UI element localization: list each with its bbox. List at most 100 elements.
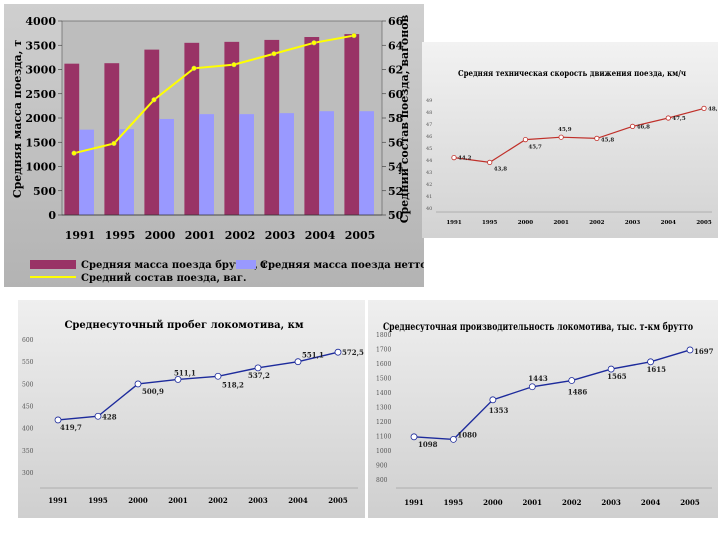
y2-tick-label: 58 bbox=[388, 112, 404, 125]
data-point bbox=[450, 435, 457, 443]
y-tick-label: 1500 bbox=[25, 136, 56, 149]
y2-tick-label: 66 bbox=[388, 15, 404, 28]
y-tick-label: 3000 bbox=[25, 64, 56, 77]
series-line bbox=[57, 351, 339, 421]
y-tick-label: 400 bbox=[22, 426, 34, 433]
y-tick-label: 1600 bbox=[376, 361, 391, 368]
x-tick-label: 2004 bbox=[288, 496, 308, 505]
x-tick-label: 2005 bbox=[345, 229, 376, 242]
data-label: 1098 bbox=[418, 440, 438, 449]
locomotive-productivity-svg: Среднесуточная производительность локомо… bbox=[368, 300, 718, 518]
y-tick-label: 600 bbox=[22, 337, 34, 344]
data-label: 48,3 bbox=[708, 106, 718, 112]
data-label: 44,2 bbox=[458, 156, 472, 162]
x-tick-label: 2001 bbox=[523, 498, 543, 507]
y-tick-label: 44 bbox=[426, 158, 432, 164]
y2-tick-label: 62 bbox=[388, 64, 403, 77]
y-tick-label: 1100 bbox=[376, 434, 391, 441]
x-tick-label: 2002 bbox=[589, 220, 604, 226]
data-label: 1080 bbox=[457, 430, 477, 439]
y-tick-label: 41 bbox=[426, 194, 432, 200]
y-tick-label: 1000 bbox=[376, 448, 391, 455]
x-tick-label: 2001 bbox=[553, 220, 568, 226]
x-tick-label: 1995 bbox=[482, 220, 497, 226]
y2-tick-label: 52 bbox=[388, 185, 403, 198]
y-tick-label: 900 bbox=[376, 463, 388, 470]
x-tick-label: 2000 bbox=[518, 220, 533, 226]
locomotive-mileage-svg: Среднесуточный пробег локомотива, км 300… bbox=[18, 300, 365, 518]
legend-netto-label: Средняя масса поезда нетто, т bbox=[260, 260, 424, 271]
y-tick-label: 500 bbox=[33, 185, 56, 198]
y-tick-label: 1500 bbox=[376, 376, 391, 383]
x-tick-label: 2003 bbox=[601, 498, 621, 507]
data-point bbox=[528, 383, 536, 391]
data-label: 45,8 bbox=[601, 137, 615, 143]
chart-background bbox=[422, 42, 718, 238]
y-tick-label: 450 bbox=[22, 404, 34, 411]
y-tick-label: 800 bbox=[376, 477, 388, 484]
data-point bbox=[647, 358, 654, 366]
data-point bbox=[487, 159, 493, 166]
bar-brutto bbox=[344, 34, 360, 215]
series-line bbox=[413, 349, 691, 441]
data-point bbox=[54, 416, 62, 424]
data-label: 518,2 bbox=[222, 380, 244, 389]
x-tick-label: 2001 bbox=[168, 496, 188, 505]
legend-swatch-netto bbox=[236, 260, 256, 269]
x-tick-label: 1991 bbox=[65, 229, 96, 242]
x-tick-label: 2004 bbox=[305, 229, 336, 242]
technical-speed-chart: Средняя техническая скорость движения по… bbox=[422, 42, 718, 238]
y2-tick-label: 50 bbox=[388, 209, 404, 222]
data-point bbox=[410, 433, 418, 441]
x-tick-label: 2001 bbox=[185, 229, 216, 242]
data-point bbox=[254, 364, 262, 372]
legend: Средняя масса поезда брутто, т Средняя м… bbox=[30, 260, 424, 284]
x-tick-label: 2003 bbox=[265, 229, 296, 242]
data-point bbox=[134, 380, 142, 388]
data-point bbox=[665, 115, 671, 121]
y-tick-label: 300 bbox=[22, 470, 34, 477]
x-tick-label: 1991 bbox=[48, 496, 68, 505]
x-tick-label: 2000 bbox=[145, 229, 176, 242]
data-label: 1615 bbox=[647, 365, 667, 374]
x-tick-label: 1991 bbox=[404, 498, 424, 507]
composition-point bbox=[351, 32, 357, 39]
chart-title: Среднесуточный пробег локомотива, км bbox=[64, 320, 303, 331]
x-tick-label: 2004 bbox=[641, 498, 661, 507]
data-label: 45,7 bbox=[528, 145, 542, 151]
bar-brutto bbox=[64, 63, 80, 216]
data-label: 47,5 bbox=[672, 116, 686, 122]
y-tick-label: 1200 bbox=[376, 419, 391, 426]
locomotive-productivity-chart: Среднесуточная производительность локомо… bbox=[368, 300, 718, 518]
data-point bbox=[334, 348, 342, 356]
y-tick-label: 45 bbox=[426, 146, 432, 152]
y-tick-label: 0 bbox=[48, 209, 56, 222]
data-point bbox=[568, 377, 576, 384]
y-tick-label: 1000 bbox=[25, 161, 56, 174]
y-tick-label: 42 bbox=[426, 182, 432, 188]
technical-speed-svg: Средняя техническая скорость движения по… bbox=[422, 42, 718, 238]
x-tick-label: 2000 bbox=[483, 498, 503, 507]
bar-brutto bbox=[104, 63, 120, 215]
data-label: 537,2 bbox=[248, 371, 270, 380]
bar-brutto bbox=[184, 42, 200, 216]
bar-netto bbox=[359, 111, 374, 215]
data-label: 500,9 bbox=[142, 387, 164, 396]
y2-tick-label: 56 bbox=[388, 136, 404, 149]
data-label: 1697 bbox=[694, 347, 714, 356]
data-label: 46,8 bbox=[637, 124, 651, 130]
data-label: 428 bbox=[102, 412, 117, 421]
y-tick-label: 500 bbox=[22, 381, 34, 388]
data-label: 1565 bbox=[607, 372, 627, 381]
chart-title: Средняя техническая скорость движения по… bbox=[458, 68, 686, 78]
composition-point bbox=[191, 65, 197, 71]
data-label: 43,8 bbox=[494, 166, 508, 172]
y-tick-label: 47 bbox=[426, 122, 432, 128]
y-tick-label: 1800 bbox=[376, 332, 391, 339]
y-axis-2-label: Средний состав поезда, вагонов bbox=[398, 14, 411, 223]
composition-point bbox=[271, 51, 277, 57]
data-point bbox=[214, 372, 222, 380]
y2-tick-label: 54 bbox=[388, 161, 404, 174]
x-tick-label: 2005 bbox=[328, 496, 348, 505]
x-tick-label: 2002 bbox=[562, 498, 582, 507]
